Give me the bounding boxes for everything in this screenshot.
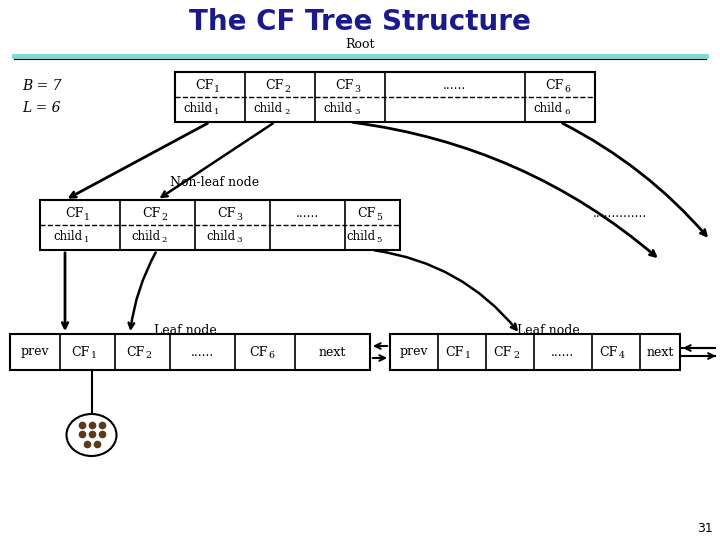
Text: CF: CF xyxy=(265,79,283,92)
Text: CF: CF xyxy=(494,346,512,359)
Text: ......: ...... xyxy=(552,346,575,359)
Text: CF: CF xyxy=(545,79,563,92)
Text: Leaf node: Leaf node xyxy=(153,323,217,336)
Text: CF: CF xyxy=(71,346,89,359)
Text: 1: 1 xyxy=(465,351,471,360)
Text: child: child xyxy=(207,230,235,243)
Text: 4: 4 xyxy=(619,351,625,360)
Text: CF: CF xyxy=(248,346,267,359)
Text: child: child xyxy=(54,230,83,243)
Text: CF: CF xyxy=(194,79,213,92)
Text: 2: 2 xyxy=(284,107,289,116)
Text: ......: ...... xyxy=(444,79,467,92)
Text: 3: 3 xyxy=(354,107,359,116)
Text: ..............: .............. xyxy=(593,207,647,220)
Text: child: child xyxy=(346,230,376,243)
Text: 2: 2 xyxy=(161,235,167,244)
Text: CF: CF xyxy=(65,207,83,220)
Text: 2: 2 xyxy=(513,351,519,360)
Text: child: child xyxy=(534,102,563,115)
Text: CF: CF xyxy=(600,346,618,359)
Bar xyxy=(40,200,400,250)
Text: child: child xyxy=(184,102,213,115)
Text: 31: 31 xyxy=(697,522,713,535)
Text: Leaf node: Leaf node xyxy=(517,323,580,336)
Text: child: child xyxy=(324,102,353,115)
Text: 5: 5 xyxy=(377,235,382,244)
Text: next: next xyxy=(319,346,346,359)
Text: 2: 2 xyxy=(284,84,290,93)
Text: 2: 2 xyxy=(161,213,168,221)
Text: 1: 1 xyxy=(91,351,96,360)
Text: child: child xyxy=(131,230,161,243)
Text: 6: 6 xyxy=(268,351,274,360)
Text: 1: 1 xyxy=(214,107,220,116)
Text: Root: Root xyxy=(346,37,374,51)
Text: prev: prev xyxy=(400,346,428,359)
Text: CF: CF xyxy=(126,346,145,359)
Text: ......: ...... xyxy=(191,346,214,359)
Text: 1: 1 xyxy=(84,235,89,244)
Text: CF: CF xyxy=(446,346,464,359)
Text: Non-leaf node: Non-leaf node xyxy=(171,176,260,188)
Text: 3: 3 xyxy=(354,84,360,93)
Text: The CF Tree Structure: The CF Tree Structure xyxy=(189,8,531,36)
Text: 3: 3 xyxy=(236,213,243,221)
Text: CF: CF xyxy=(217,207,235,220)
Text: 2: 2 xyxy=(145,351,151,360)
Text: CF: CF xyxy=(335,79,353,92)
Text: 6: 6 xyxy=(564,107,570,116)
Bar xyxy=(10,334,370,370)
Text: 5: 5 xyxy=(377,213,382,221)
Text: 6: 6 xyxy=(564,84,570,93)
Text: 1: 1 xyxy=(84,213,90,221)
Text: next: next xyxy=(647,346,674,359)
Text: CF: CF xyxy=(143,207,161,220)
Text: CF: CF xyxy=(357,207,376,220)
Text: B = 7: B = 7 xyxy=(22,79,61,93)
Text: ......: ...... xyxy=(296,207,319,220)
Text: 3: 3 xyxy=(236,235,242,244)
Text: prev: prev xyxy=(21,346,49,359)
Text: L = 6: L = 6 xyxy=(22,101,60,115)
Bar xyxy=(390,334,680,370)
Text: 1: 1 xyxy=(214,84,220,93)
Bar xyxy=(175,72,595,122)
Ellipse shape xyxy=(66,414,117,456)
Text: child: child xyxy=(254,102,283,115)
